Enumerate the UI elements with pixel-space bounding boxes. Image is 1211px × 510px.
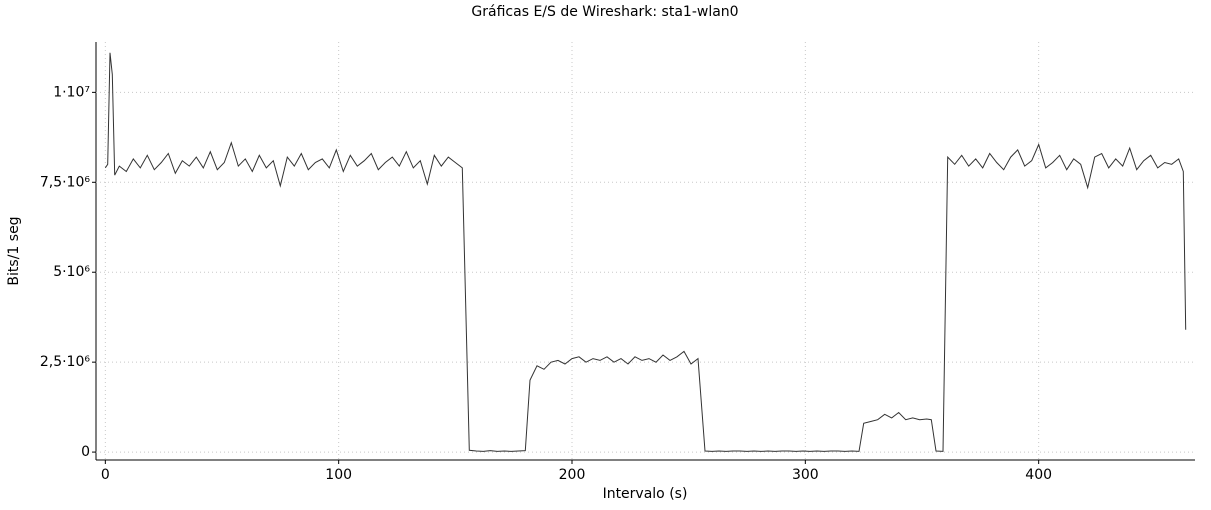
y-tick-label: 1·10⁷ [53, 84, 90, 100]
x-tick-label: 200 [559, 467, 586, 483]
data-line [104, 52, 1187, 452]
y-tick-label: 7,5·10⁶ [40, 174, 91, 190]
y-tick-label: 0 [81, 444, 90, 460]
x-tick-label: 400 [1025, 467, 1052, 483]
x-axis-title: Intervalo (s) [603, 486, 688, 502]
x-tick-label: 300 [792, 467, 819, 483]
y-axis-title: Bits/1 seg [6, 216, 22, 285]
x-tick-label: 0 [101, 467, 110, 483]
chart-title: Gráficas E/S de Wireshark: sta1-wlan0 [471, 4, 738, 20]
x-tick-label: 100 [325, 467, 352, 483]
y-tick-label: 5·10⁶ [53, 264, 90, 280]
y-tick-label: 2,5·10⁶ [40, 354, 91, 370]
